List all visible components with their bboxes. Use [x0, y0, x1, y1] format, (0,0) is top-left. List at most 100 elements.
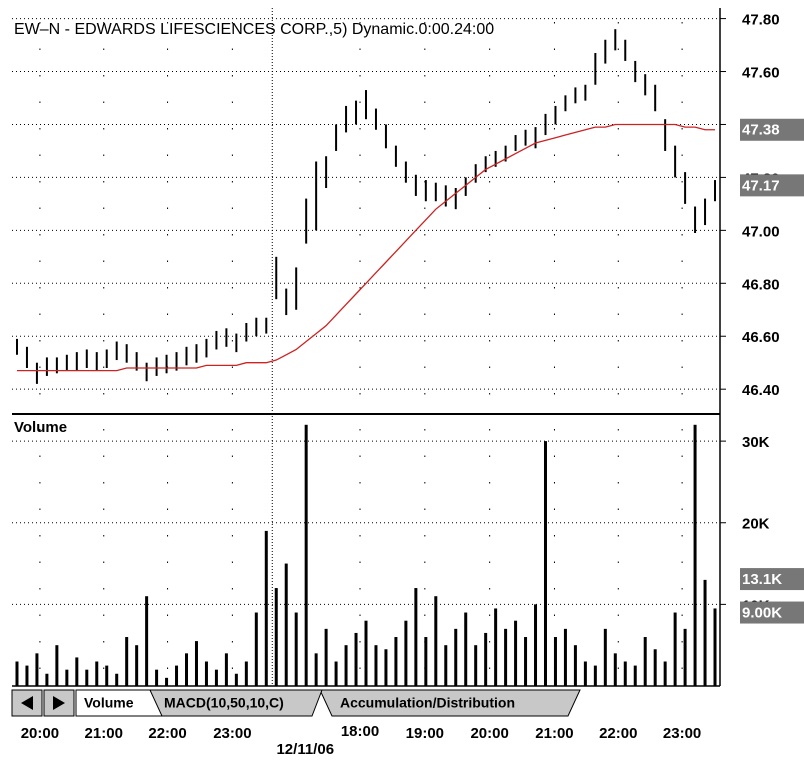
volume-bar	[165, 677, 169, 686]
y-tick-label: 20K	[742, 516, 770, 533]
x-tick-label: 23:00	[663, 725, 701, 742]
volume-bar	[284, 563, 288, 686]
last-value-box	[740, 118, 804, 141]
volume-bar	[424, 637, 428, 686]
volume-bar	[713, 608, 717, 686]
volume-bar	[155, 669, 159, 686]
x-tick-label: 21:00	[85, 725, 123, 742]
volume-bar	[135, 645, 139, 686]
volume-bar	[494, 608, 498, 686]
volume-bar	[573, 645, 577, 686]
volume-bar	[15, 661, 19, 686]
volume-bar	[693, 424, 697, 686]
volume-bar	[673, 612, 677, 686]
volume-bar	[474, 645, 478, 686]
volume-bar	[45, 673, 49, 686]
volume-bar	[653, 649, 657, 686]
volume-bar	[663, 661, 667, 686]
volume-bar	[563, 628, 567, 686]
last-value-box	[740, 601, 804, 624]
volume-bar	[603, 628, 607, 686]
last-value-box	[740, 568, 804, 591]
volume-bar	[543, 441, 547, 686]
tab-active[interactable]	[75, 689, 163, 717]
volume-bar	[464, 612, 468, 686]
volume-bar	[55, 645, 59, 686]
last-value-box	[740, 174, 804, 197]
tab[interactable]	[319, 689, 581, 717]
y-tick-label: 46.40	[742, 382, 780, 399]
volume-bar	[25, 665, 29, 686]
volume-bar	[434, 596, 438, 686]
x-tick-label: 20:00	[470, 725, 508, 742]
x-tick-label: 21:00	[535, 725, 573, 742]
volume-bar	[414, 588, 418, 686]
x-tick-label: 20:00	[21, 725, 59, 742]
volume-bar	[344, 645, 348, 686]
volume-bar	[214, 669, 218, 686]
x-tick-label: 22:00	[148, 725, 186, 742]
scroll-left-button[interactable]	[11, 689, 43, 717]
y-tick-label: 47.60	[742, 64, 780, 81]
volume-bar	[633, 665, 637, 686]
x-tick-label: 23:00	[213, 725, 251, 742]
volume-bar	[274, 588, 278, 686]
volume-bar	[384, 649, 388, 686]
volume-bar	[534, 604, 538, 686]
volume-bar	[115, 673, 119, 686]
volume-bar	[514, 620, 518, 686]
volume-bar	[454, 628, 458, 686]
tab-bar: Volume MACD(10,50,10,C) Accumulation/Dis…	[11, 689, 581, 717]
right-arrow-icon	[53, 696, 65, 710]
volume-bar	[374, 645, 378, 686]
last-value-label: 47.38	[742, 122, 780, 139]
volume-bar	[224, 653, 228, 686]
last-value-label: 9.00K	[742, 605, 782, 622]
volume-bar	[234, 673, 238, 686]
x-tick-label: 18:00	[341, 723, 379, 740]
chart-title: EW–N - EDWARDS LIFESCIENCES CORP.,5) Dyn…	[14, 21, 494, 38]
volume-bar	[703, 579, 707, 686]
last-value-label: 47.17	[742, 177, 780, 194]
volume-bar	[95, 661, 99, 686]
left-arrow-icon	[21, 696, 33, 710]
volume-bar	[204, 661, 208, 686]
volume-bar	[65, 669, 69, 686]
volume-bar	[304, 424, 308, 686]
tab-label: MACD(10,50,10,C)	[164, 695, 284, 711]
volume-bar	[484, 632, 488, 686]
volume-bar	[105, 665, 109, 686]
volume-bar	[334, 661, 338, 686]
volume-bar	[623, 661, 627, 686]
volume-bar	[404, 620, 408, 686]
volume-bar	[593, 665, 597, 686]
volume-bar	[364, 620, 368, 686]
y-tick-label: 30K	[742, 434, 770, 451]
volume-bar	[185, 653, 189, 686]
tab-label: Accumulation/Distribution	[340, 695, 515, 711]
date-label: 12/11/06	[276, 741, 334, 758]
volume-bar	[444, 645, 448, 686]
volume-bar	[244, 661, 248, 686]
volume-bar	[553, 637, 557, 686]
y-tick-label: 46.80	[742, 276, 780, 293]
volume-bar	[264, 530, 268, 686]
volume-bar	[354, 632, 358, 686]
y-tick-label: 46.60	[742, 329, 780, 346]
volume-bar	[175, 665, 179, 686]
volume-bar	[75, 657, 79, 686]
volume-bar	[324, 628, 328, 686]
volume-bar	[35, 653, 39, 686]
volume-bar	[394, 637, 398, 686]
volume-bar	[683, 628, 687, 686]
volume-bar	[194, 641, 198, 686]
tab-label: Volume	[84, 695, 134, 711]
volume-bar	[125, 637, 129, 686]
volume-bar	[524, 637, 528, 686]
volume-bar	[613, 653, 617, 686]
x-tick-label: 22:00	[599, 725, 637, 742]
moving-average-line	[16, 123, 716, 372]
